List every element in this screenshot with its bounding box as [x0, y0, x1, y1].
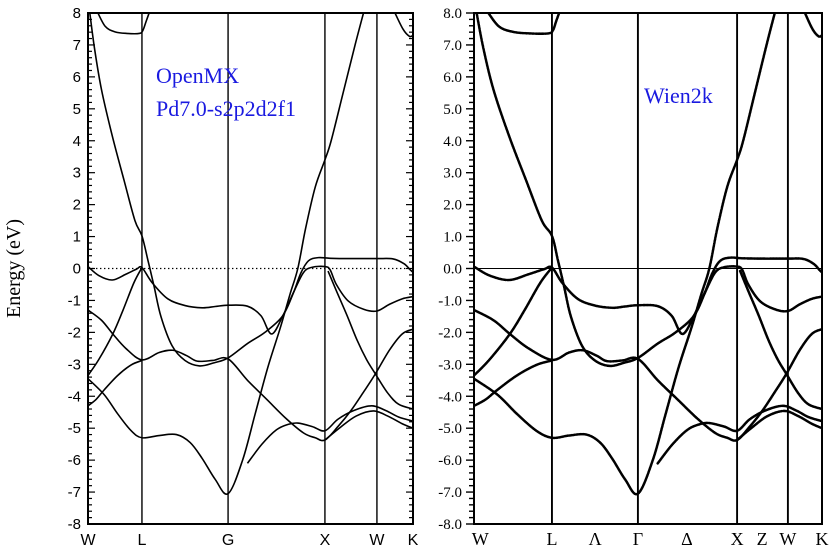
yaxis-tick-label: -7.0 [438, 485, 462, 501]
yaxis-tick-label: -5.0 [438, 421, 462, 437]
xaxis-label-W: W [369, 532, 385, 549]
openmx-annotation: OpenMX Pd7.0-s2p2d2f1 [156, 59, 296, 125]
yaxis-tick-label: 2 [73, 197, 81, 214]
yaxis-tick-label: 2.0 [443, 198, 462, 214]
band-curve-d-band-flat-top [88, 265, 413, 335]
xaxis-label-W: W [80, 532, 96, 549]
xaxis-label-K: K [408, 532, 419, 549]
yaxis-tick-label: 1.0 [443, 230, 462, 246]
xaxis-label-X: X [731, 529, 744, 549]
yaxis-tick-label: -1.0 [438, 293, 462, 309]
yaxis-tick-label: 6 [73, 69, 81, 86]
openmx-annotation-line2: Pd7.0-s2p2d2f1 [156, 96, 296, 121]
xaxis-label-Z: Z [757, 529, 768, 549]
band-curve-upper-band-K-dip [394, 13, 413, 38]
yaxis-tick-label: -8 [68, 516, 81, 533]
yaxis-tick-label: 1 [73, 229, 81, 246]
xaxis-label-L: L [546, 529, 557, 549]
band-curve-sp-free-electron [475, 13, 822, 368]
band-curve-d-band-rise-WL [88, 267, 143, 376]
band-curve-d-band-mid [474, 308, 822, 442]
yaxis-tick-label: 5.0 [443, 102, 462, 118]
band-curve-bottom-hump-XWK-2 [735, 409, 822, 442]
yaxis-tick-label: 0 [73, 261, 81, 278]
band-curve-upper-band-K-dip [803, 13, 822, 38]
band-curves-openmx [88, 13, 413, 495]
band-curve-upper-band-L-dip [486, 13, 561, 36]
yaxis-tick-label: 8 [73, 5, 81, 22]
yaxis-tick-label: -2 [68, 324, 81, 341]
band-curve-d-band-rise-WL [474, 266, 554, 377]
xaxis-label-Λ: Λ [589, 529, 602, 549]
yaxis-tick-label: 0.0 [443, 262, 462, 278]
yaxis-tick-label: -3.0 [438, 357, 462, 373]
yaxis-tick-label: 7.0 [443, 38, 462, 54]
yaxis-tick-label: 4.0 [443, 134, 462, 150]
band-curve-d-band-low-WL [88, 359, 143, 407]
xaxis-label-X: X [320, 532, 331, 549]
band-curve-bottom-hump-XWK-2 [324, 410, 413, 441]
yaxis-tick-label: 6.0 [443, 70, 462, 86]
yaxis-tick-label: -4 [68, 388, 81, 405]
yaxis-title: Energy (eV) [3, 219, 25, 318]
xaxis-label-Γ: Γ [633, 529, 643, 549]
band-curve-s-band-bottom [474, 13, 777, 496]
yaxis-tick-label: 3 [73, 165, 81, 182]
band-curve-sp-free-electron [89, 13, 413, 367]
band-curve-d-band-flat-top [474, 265, 822, 336]
xaxis-label-Δ: Δ [681, 529, 693, 549]
yaxis-tick-label: 7 [73, 37, 81, 54]
yaxis-tick-label: -2.0 [438, 325, 462, 341]
yaxis-tick-label: -8.0 [438, 517, 462, 533]
yaxis-tick-label: 3.0 [443, 166, 462, 182]
xaxis-label-W: W [472, 529, 489, 549]
band-curve-steep-down-XWK [327, 270, 413, 410]
xaxis-label-K: K [816, 529, 829, 549]
wien2k-annotation: Wien2k [644, 79, 713, 112]
yaxis-tick-label: -7 [68, 484, 81, 501]
wien2k-annotation-line1: Wien2k [644, 83, 713, 108]
yaxis-tick-label: -3 [68, 356, 81, 373]
yaxis-tick-label: -6 [68, 452, 81, 469]
yaxis-tick-label: 5 [73, 101, 81, 118]
band-curve-s-band-bottom [88, 13, 365, 495]
band-curves-wien2k [474, 13, 822, 496]
band-curve-steep-down-XWK [738, 269, 822, 411]
band-curve-bottom-hump-XWK-1 [246, 405, 413, 464]
xaxis-label-L: L [137, 532, 146, 549]
band-curve-bottom-hump-XWK-1 [656, 404, 822, 465]
yaxis-tick-label: 8.0 [443, 6, 462, 22]
yaxis-tick-label: -4.0 [438, 389, 462, 405]
band-curve-d-band-low-WL [474, 359, 554, 408]
yaxis-tick-label: -1 [68, 292, 81, 309]
yaxis-tick-label: -5 [68, 420, 81, 437]
xaxis-label-G: G [222, 532, 234, 549]
xaxis-label-W: W [779, 529, 796, 549]
yaxis-tick-label: 4 [73, 133, 81, 150]
openmx-annotation-line1: OpenMX [156, 63, 240, 88]
yaxis-tick-label: -6.0 [438, 453, 462, 469]
band-curve-upper-band-L-dip [97, 13, 150, 35]
band-curve-d-band-mid [88, 309, 413, 442]
